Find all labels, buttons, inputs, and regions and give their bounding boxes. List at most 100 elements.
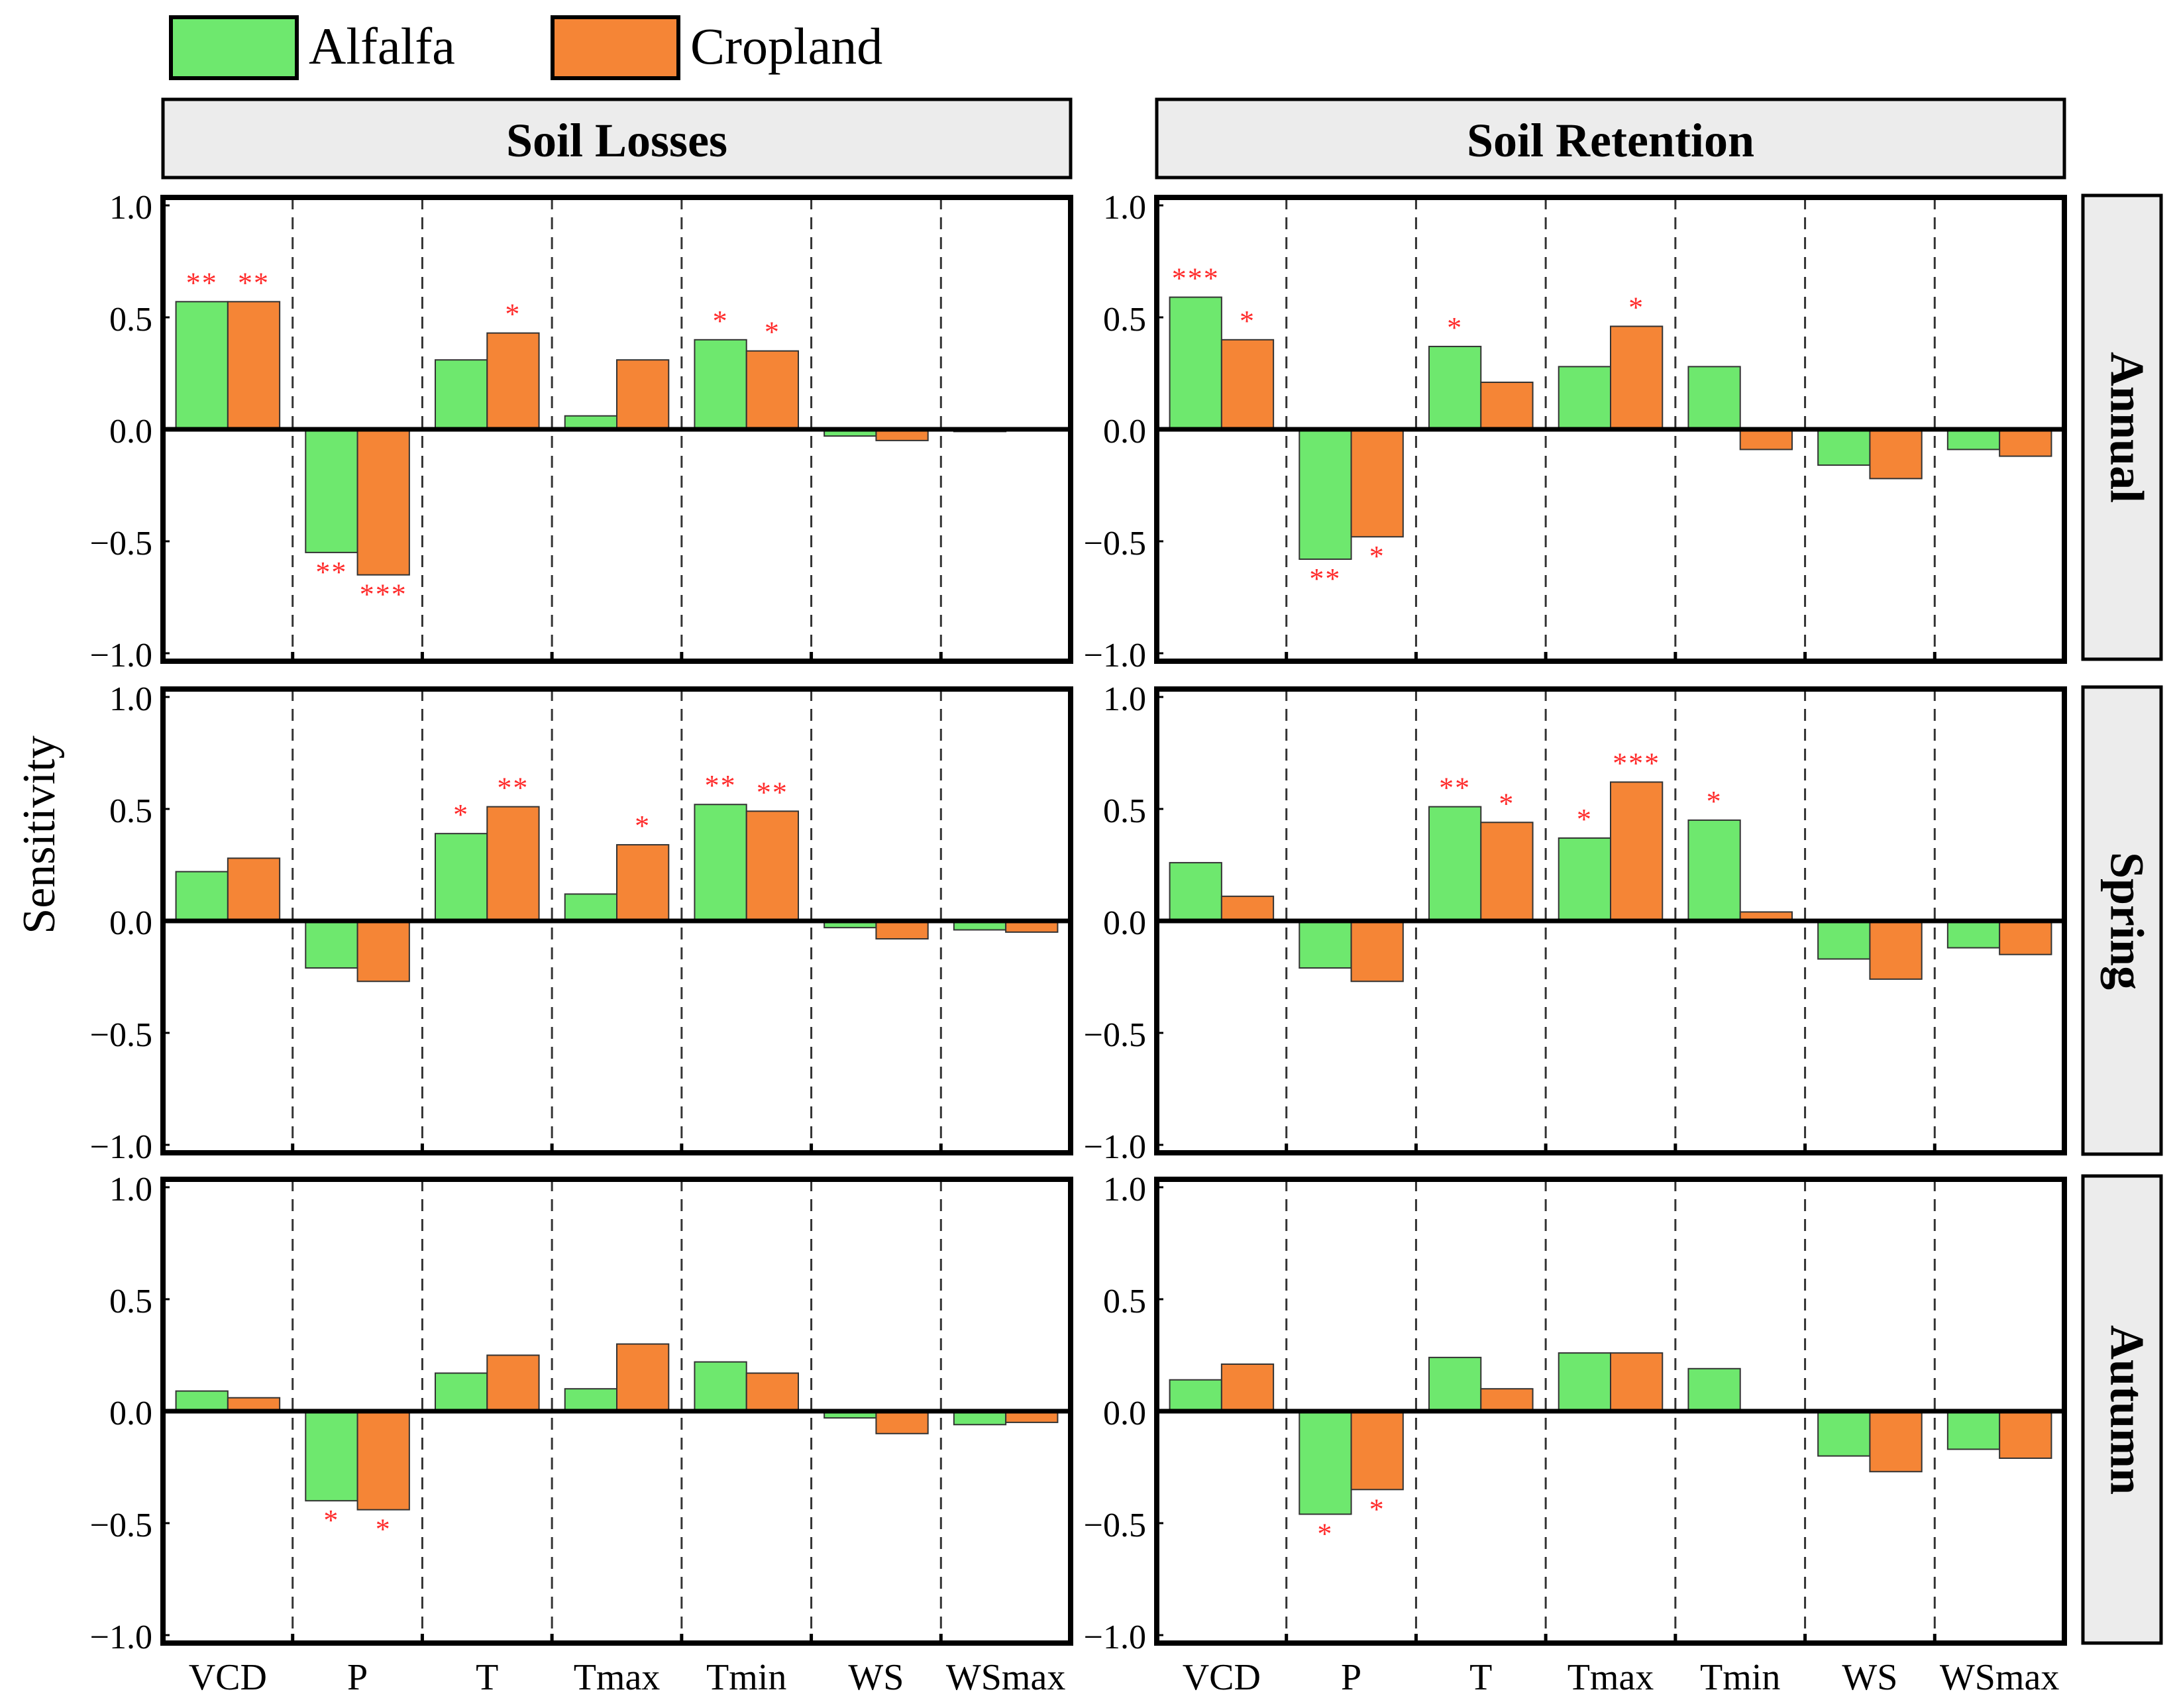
significance-cropland: ** (497, 772, 529, 804)
bar-cropland (616, 844, 670, 922)
y-tick-label: 0.0 (1103, 1395, 1146, 1432)
row-title-annual: Annual (2100, 352, 2153, 503)
x-category-label: P (347, 1657, 368, 1698)
bar-alfalfa (1428, 1356, 1482, 1412)
panel-frame (160, 1177, 1073, 1646)
row-strips: Annual Spring Autumn (2081, 193, 2163, 1645)
bar-cropland (1220, 895, 1275, 922)
strip-annual (2081, 193, 2163, 661)
bar-cropland (745, 1372, 799, 1413)
y-tick-label: −1.0 (1084, 1619, 1146, 1656)
bar-alfalfa (305, 920, 358, 969)
y-tick-label: −0.5 (1084, 525, 1146, 562)
y-tick-label: 1.0 (1103, 680, 1146, 718)
y-tick-label: 0.5 (1103, 1283, 1146, 1320)
significance-alfalfa: ** (315, 556, 347, 588)
significance-cropland: *** (1613, 747, 1660, 779)
bar-alfalfa (1169, 296, 1222, 430)
significance-alfalfa: * (453, 798, 469, 831)
x-category-label: VCD (1183, 1657, 1261, 1698)
bar-cropland (486, 806, 540, 922)
bar-alfalfa (694, 804, 747, 922)
bar-cropland (227, 857, 281, 922)
column-strips: Soil Losses Soil Retention (161, 97, 2066, 180)
bar-cropland (1610, 325, 1664, 430)
bar-cropland (486, 332, 540, 430)
significance-cropland: * (1628, 292, 1644, 324)
panel-autumn-soil-losses: 1.0 0.5 0.0 −0.5 −1.0 * * VCD P T Tmax Tmin WS WSmax (90, 1171, 1073, 1698)
bar-alfalfa (175, 1390, 229, 1413)
significance-alfalfa: * (1447, 311, 1463, 344)
bar-alfalfa (1817, 920, 1871, 960)
y-tick-label: −0.5 (90, 525, 152, 562)
x-category-label: Tmin (706, 1657, 786, 1698)
significance-alfalfa: * (1317, 1517, 1333, 1550)
y-tick-label: 0.5 (1103, 301, 1146, 339)
y-axis-label: Sensitivity (14, 735, 65, 934)
y-tick-label: 1.0 (109, 189, 152, 227)
panel-frame (1154, 195, 2067, 664)
y-tick-label: −0.5 (90, 1507, 152, 1544)
bar-cropland (356, 920, 410, 983)
y-tick-label: 0.0 (1103, 413, 1146, 451)
bar-cropland (1610, 1352, 1664, 1412)
bar-cropland (745, 810, 799, 922)
panel-annual-soil-losses: 1.00.50.0−0.5−1.0** ******** * * (90, 189, 1073, 674)
bar-cropland (486, 1354, 540, 1412)
bar-alfalfa (435, 833, 488, 922)
bar-alfalfa (305, 1411, 358, 1502)
bar-cropland (1869, 429, 1923, 480)
legend-label-alfalfa: Alfalfa (309, 17, 455, 75)
bar-cropland (1480, 382, 1534, 431)
y-tick-label: −1.0 (1084, 637, 1146, 674)
panel-frame (1154, 1177, 2067, 1646)
bar-alfalfa (1169, 1379, 1222, 1412)
bar-cropland (1999, 920, 2052, 955)
significance-alfalfa: ** (705, 769, 737, 802)
x-category-label: Tmax (574, 1657, 661, 1698)
x-category-label: P (1341, 1657, 1361, 1698)
bar-alfalfa (694, 339, 747, 430)
significance-alfalfa: * (713, 305, 729, 337)
bar-alfalfa (1169, 862, 1222, 922)
bar-cropland (1739, 429, 1793, 451)
y-tick-label: 0.0 (109, 1395, 152, 1432)
bar-alfalfa (1299, 1411, 1352, 1515)
bar-cropland (1869, 1411, 1923, 1473)
x-category-label: Tmin (1700, 1657, 1780, 1698)
significance-alfalfa: * (323, 1504, 339, 1536)
bar-alfalfa (1946, 920, 2001, 949)
panels: 1.00.50.0−0.5−1.0** ******** * *1.00.50.0−0… (90, 189, 2067, 1698)
panel-autumn-soil-retention: 1.0 0.5 0.0 −0.5 −1.0 * * VCD P T Tmax Tmin WS WSmax (1084, 1171, 2067, 1698)
panel-frame (160, 195, 1073, 664)
bar-cropland (227, 301, 281, 430)
y-tick-label: 0.5 (109, 792, 152, 830)
strip-autumn (2081, 1174, 2163, 1645)
bar-alfalfa (1687, 819, 1741, 922)
y-tick-label: 0.0 (109, 413, 152, 451)
bar-alfalfa (1428, 345, 1482, 430)
y-tick-label: 0.0 (109, 904, 152, 942)
bar-alfalfa (175, 301, 229, 430)
significance-cropland: * (1369, 1493, 1385, 1525)
bar-alfalfa (1946, 429, 2001, 451)
bar-alfalfa (1558, 366, 1612, 430)
bar-cropland (1350, 920, 1404, 983)
y-tick-label: −1.0 (90, 1128, 152, 1166)
row-title-autumn: Autumn (2100, 1325, 2153, 1495)
bar-cropland (1220, 339, 1275, 430)
bar-cropland (1220, 1363, 1275, 1413)
y-tick-label: 0.5 (109, 301, 152, 339)
panel-spring-soil-retention: 1.00.50.0−0.5−1.0** * ***** (1084, 680, 2067, 1166)
bar-alfalfa (564, 893, 618, 922)
x-category-label: WS (848, 1657, 904, 1698)
panel-spring-soil-losses: 1.00.50.0−0.5−1.0****** ** (90, 680, 1073, 1166)
significance-alfalfa: * (1577, 803, 1593, 835)
x-category-label: VCD (189, 1657, 267, 1698)
significance-alfalfa: ** (1439, 772, 1471, 804)
significance-cropland: * (635, 810, 651, 842)
significance-cropland: * (376, 1513, 392, 1546)
bar-alfalfa (435, 1372, 488, 1413)
bar-alfalfa (694, 1361, 747, 1412)
